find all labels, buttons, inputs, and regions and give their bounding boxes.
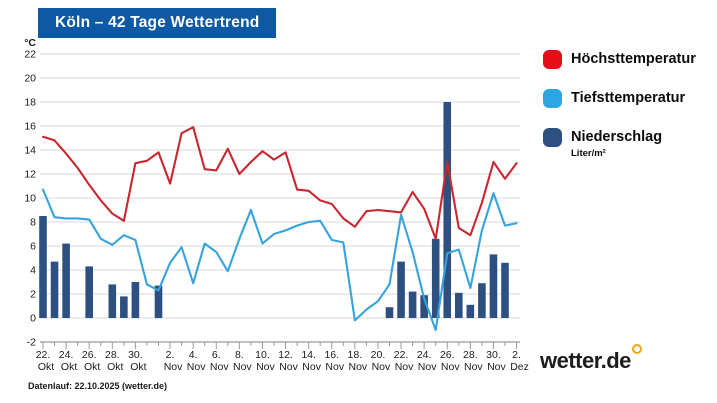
svg-text:14: 14 bbox=[24, 145, 36, 157]
svg-text:Dez: Dez bbox=[510, 361, 529, 373]
svg-text:28.: 28. bbox=[105, 349, 120, 361]
hoechsttemperatur-swatch bbox=[543, 50, 562, 69]
legend-label: Tiefsttemperatur bbox=[571, 90, 686, 106]
svg-text:16: 16 bbox=[24, 121, 36, 133]
svg-text:Nov: Nov bbox=[418, 361, 437, 373]
svg-text:Nov: Nov bbox=[372, 361, 391, 373]
svg-text:10.: 10. bbox=[255, 349, 270, 361]
legend-unit-label: Liter/m² bbox=[571, 148, 606, 159]
svg-text:Nov: Nov bbox=[349, 361, 368, 373]
svg-text:Nov: Nov bbox=[164, 361, 183, 373]
svg-text:Okt: Okt bbox=[38, 361, 54, 373]
svg-text:22.: 22. bbox=[394, 349, 409, 361]
line-hoechsttemperatur bbox=[41, 126, 518, 240]
svg-text:Nov: Nov bbox=[210, 361, 229, 373]
svg-text:12.: 12. bbox=[278, 349, 293, 361]
wetterde-logo: wetter.de bbox=[540, 344, 642, 374]
svg-text:Nov: Nov bbox=[441, 361, 460, 373]
legend-label: Niederschlag bbox=[571, 129, 663, 145]
svg-text:18.: 18. bbox=[348, 349, 363, 361]
svg-text:28.: 28. bbox=[463, 349, 478, 361]
svg-text:6.: 6. bbox=[212, 349, 221, 361]
svg-text:Nov: Nov bbox=[187, 361, 206, 373]
svg-text:10: 10 bbox=[24, 193, 36, 205]
svg-text:24.: 24. bbox=[417, 349, 432, 361]
svg-text:8: 8 bbox=[30, 217, 36, 229]
svg-text:4: 4 bbox=[30, 265, 36, 277]
svg-text:4.: 4. bbox=[189, 349, 198, 361]
svg-text:Okt: Okt bbox=[130, 361, 146, 373]
line-tiefsttemperatur bbox=[41, 188, 518, 332]
svg-text:30.: 30. bbox=[128, 349, 143, 361]
legend-item-hoechsttemperatur: Höchsttemperatur bbox=[543, 50, 696, 69]
data-run-note: Datenlauf: 22.10.2025 (wetter.de) bbox=[28, 381, 168, 391]
svg-text:Nov: Nov bbox=[279, 361, 298, 373]
svg-text:26.: 26. bbox=[440, 349, 455, 361]
svg-text:Nov: Nov bbox=[395, 361, 414, 373]
niederschlag-swatch bbox=[543, 128, 562, 147]
svg-text:Nov: Nov bbox=[233, 361, 252, 373]
svg-text:18: 18 bbox=[24, 97, 36, 109]
svg-text:0: 0 bbox=[30, 313, 36, 325]
svg-text:Nov: Nov bbox=[325, 361, 344, 373]
svg-text:°C: °C bbox=[24, 37, 36, 49]
svg-text:20.: 20. bbox=[371, 349, 386, 361]
svg-text:6: 6 bbox=[30, 241, 36, 253]
wetterde-logo-text: wetter.de bbox=[540, 348, 631, 373]
svg-text:Okt: Okt bbox=[107, 361, 123, 373]
svg-text:8.: 8. bbox=[235, 349, 244, 361]
svg-text:26.: 26. bbox=[82, 349, 97, 361]
svg-text:16.: 16. bbox=[324, 349, 339, 361]
svg-text:-2: -2 bbox=[27, 337, 36, 349]
svg-text:22: 22 bbox=[24, 49, 36, 61]
tiefsttemperatur-swatch bbox=[543, 89, 562, 108]
x-axis: 22.Okt24.Okt26.Okt28.Okt30.Okt2.Nov4.Nov… bbox=[36, 341, 529, 373]
legend-label: Höchsttemperatur bbox=[571, 51, 696, 67]
logo-degree-icon bbox=[631, 344, 642, 354]
svg-text:Nov: Nov bbox=[256, 361, 275, 373]
page-title: Köln – 42 Tage Wettertrend bbox=[38, 8, 277, 38]
svg-text:24.: 24. bbox=[59, 349, 74, 361]
svg-text:Nov: Nov bbox=[302, 361, 321, 373]
svg-text:20: 20 bbox=[24, 73, 36, 85]
bars-niederschlag bbox=[39, 102, 509, 318]
svg-text:Nov: Nov bbox=[487, 361, 506, 373]
svg-text:2.: 2. bbox=[512, 349, 521, 361]
y-grid bbox=[40, 53, 520, 319]
svg-text:14.: 14. bbox=[301, 349, 316, 361]
chart-legend: Höchsttemperatur Tiefsttemperatur Nieder… bbox=[543, 50, 696, 179]
svg-text:2: 2 bbox=[30, 289, 36, 301]
svg-text:Okt: Okt bbox=[84, 361, 100, 373]
svg-text:22.: 22. bbox=[36, 349, 51, 361]
legend-item-niederschlag: Niederschlag Liter/m² bbox=[543, 128, 696, 159]
svg-text:Okt: Okt bbox=[61, 361, 77, 373]
legend-item-tiefsttemperatur: Tiefsttemperatur bbox=[543, 89, 696, 108]
svg-text:30.: 30. bbox=[486, 349, 501, 361]
svg-text:Nov: Nov bbox=[464, 361, 483, 373]
svg-text:12: 12 bbox=[24, 169, 36, 181]
svg-text:2.: 2. bbox=[166, 349, 175, 361]
